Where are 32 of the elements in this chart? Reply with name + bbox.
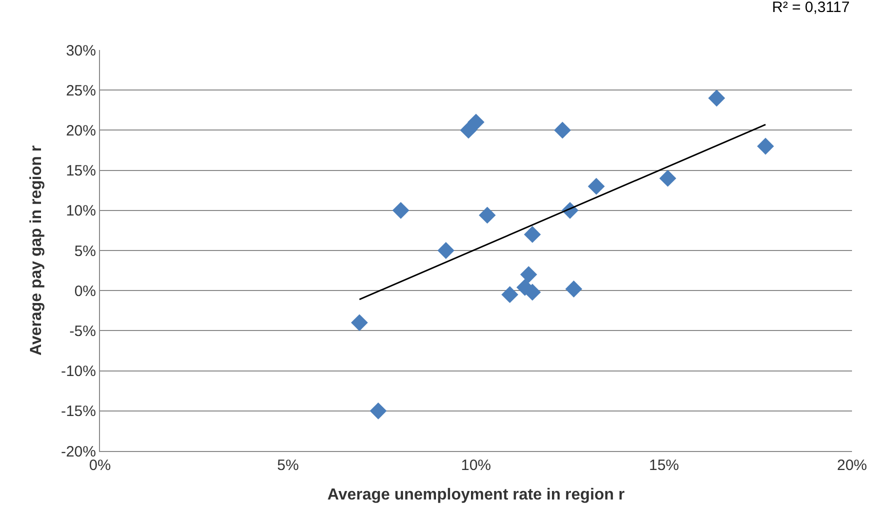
point	[437, 242, 454, 259]
y-tick-label: 0%	[74, 282, 96, 300]
y-tick-label: -15%	[60, 403, 96, 420]
y-tick-label: 25%	[66, 82, 96, 100]
y-tick-label: -5%	[69, 322, 96, 340]
point	[588, 178, 605, 195]
x-axis-title: Average unemployment rate in region r	[327, 486, 625, 504]
point	[565, 280, 582, 298]
point	[370, 402, 387, 420]
point	[524, 226, 541, 243]
point	[757, 138, 774, 155]
y-tick-label: -10%	[60, 363, 96, 380]
y-tick-label: 30%	[66, 42, 96, 60]
point	[350, 314, 368, 332]
point	[501, 286, 518, 304]
x-tick-label: 20%	[836, 457, 868, 474]
y-tick-label: 15%	[66, 162, 96, 180]
y-tick-label: 20%	[66, 122, 96, 140]
point	[478, 206, 496, 224]
y-tick-label: 5%	[74, 242, 96, 260]
x-tick-label: 5%	[277, 457, 299, 474]
x-tick-label: 15%	[648, 457, 680, 474]
point	[554, 122, 571, 139]
point	[468, 114, 484, 131]
y-axis-title: Average pay gap in region r	[28, 145, 45, 356]
point	[708, 90, 726, 107]
point	[659, 170, 676, 187]
point	[392, 202, 410, 219]
point	[520, 266, 538, 284]
text: R² = 0,3117	[772, 0, 850, 16]
x-tick-label: 10%	[460, 457, 492, 474]
y-tick-label: 10%	[66, 202, 96, 220]
